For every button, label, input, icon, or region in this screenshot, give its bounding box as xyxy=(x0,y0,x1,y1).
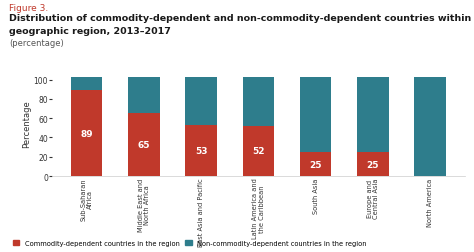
Text: 52: 52 xyxy=(252,147,264,156)
Bar xyxy=(357,77,389,152)
Text: 25: 25 xyxy=(310,160,322,169)
Y-axis label: Percentage: Percentage xyxy=(22,100,31,147)
Bar xyxy=(71,77,102,91)
Text: 65: 65 xyxy=(137,141,150,150)
Text: 53: 53 xyxy=(195,146,207,155)
Bar xyxy=(414,77,446,176)
Bar xyxy=(243,77,274,126)
Bar xyxy=(128,114,160,176)
Bar xyxy=(357,152,389,176)
Bar xyxy=(128,77,160,114)
Text: Distribution of commodity-dependent and non-commodity-dependent countries within: Distribution of commodity-dependent and … xyxy=(9,14,474,23)
Text: 25: 25 xyxy=(366,160,379,169)
Text: geographic region, 2013–2017: geographic region, 2013–2017 xyxy=(9,26,172,36)
Text: 89: 89 xyxy=(80,129,93,138)
Bar xyxy=(185,125,217,176)
Bar xyxy=(243,126,274,176)
Legend: Commodity-dependent countries in the region, Non-commodity-dependent countries i: Commodity-dependent countries in the reg… xyxy=(13,240,366,246)
Bar xyxy=(300,152,331,176)
Text: Figure 3.: Figure 3. xyxy=(9,4,49,13)
Bar xyxy=(185,77,217,125)
Text: (percentage): (percentage) xyxy=(9,39,64,48)
Bar xyxy=(300,77,331,152)
Bar xyxy=(71,91,102,176)
